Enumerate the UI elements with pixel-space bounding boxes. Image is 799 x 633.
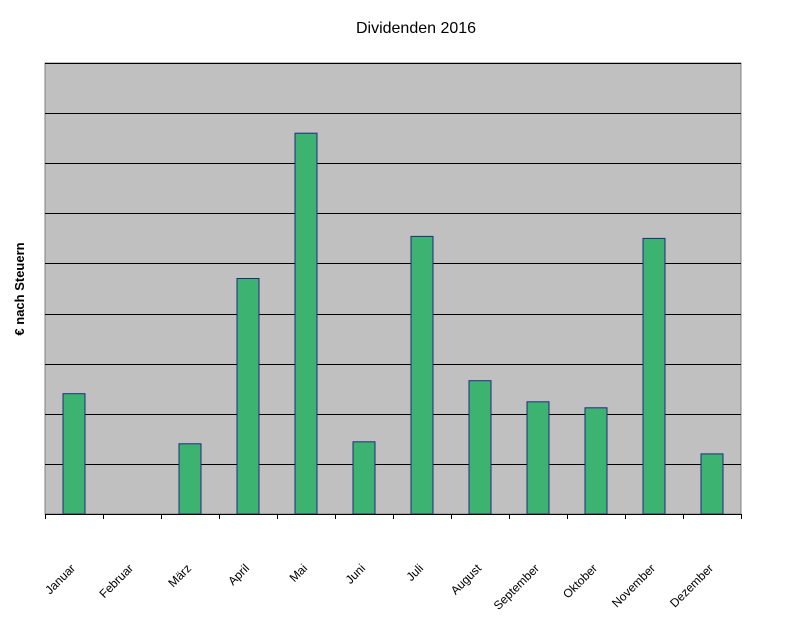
plot-background (44, 62, 742, 515)
x-tick-label: April (225, 561, 252, 588)
bar-mai (294, 132, 318, 515)
bar-dezember (700, 453, 724, 515)
bar-oktober (584, 407, 608, 515)
x-tick-label: September (491, 561, 542, 612)
bar-august (468, 380, 492, 515)
x-tick-label: Juni (343, 561, 368, 586)
x-tick-label: Januar (42, 561, 78, 597)
plot-area: Januar Februar März April Mai Juni Juli August S… (42, 62, 742, 613)
x-tick-label: Mai (287, 561, 311, 585)
bar-märz (178, 443, 202, 515)
x-tick-label: März (165, 561, 194, 590)
x-tick-label: Februar (97, 561, 137, 601)
x-tick-label: Oktober (560, 561, 600, 601)
bar-april (236, 278, 260, 515)
x-tick-label: November (609, 561, 658, 610)
chart-title: Dividenden 2016 (356, 20, 476, 37)
x-tick-label: August (448, 561, 485, 598)
bar-juli (410, 235, 434, 515)
bar-januar (62, 393, 86, 515)
bar-september (526, 401, 550, 515)
y-axis-label: € nach Steuern (12, 242, 27, 335)
x-tick-label: Juli (403, 561, 426, 584)
bar-juni (352, 441, 376, 515)
bar-november (642, 237, 666, 515)
x-tick-label: Dezember (667, 561, 716, 610)
